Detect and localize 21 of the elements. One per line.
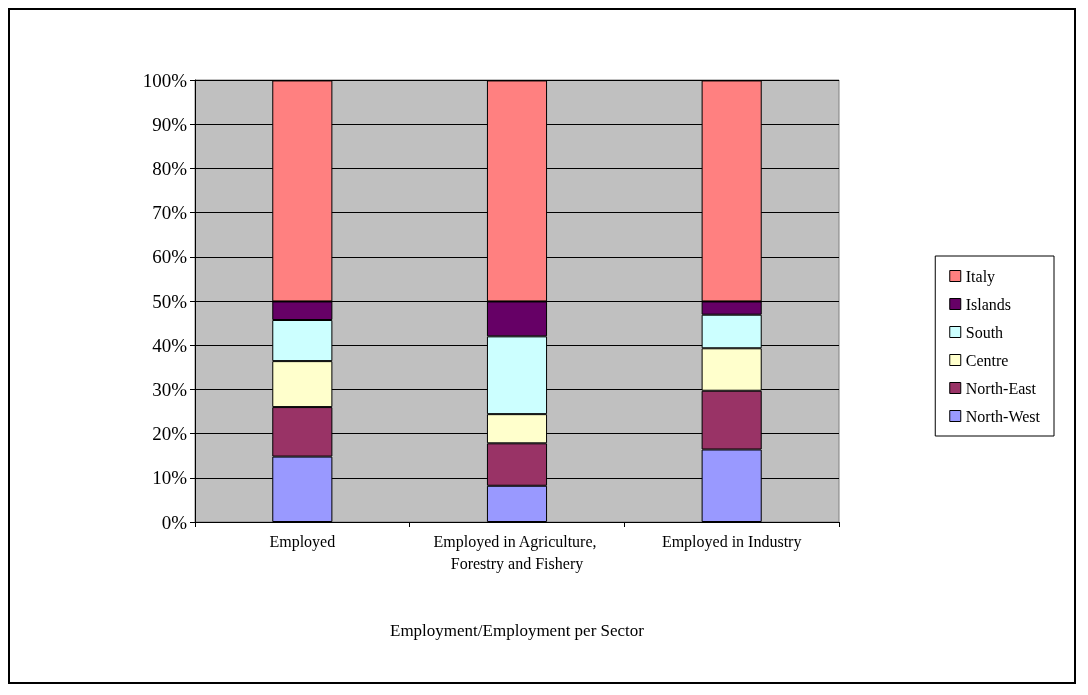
y-tick-label: 0%: [161, 511, 188, 533]
y-tick-label: 80%: [152, 157, 188, 179]
y-tick-label: 10%: [152, 467, 188, 489]
y-tick-label: 70%: [152, 202, 188, 224]
x-axis-title: Employment/Employment per Sector: [389, 621, 645, 640]
x-tick-label: Employed in Agriculture, Forestry and Fishery: [433, 532, 601, 573]
legend-label: South: [965, 323, 1004, 341]
x-tick-label: Employed: [269, 532, 336, 551]
legend-label: Centre: [965, 351, 1009, 369]
y-tick-label: 100%: [142, 69, 188, 91]
legend-label: Islands: [965, 295, 1012, 313]
y-tick-label: 50%: [152, 290, 188, 312]
legend-label: North-East: [965, 379, 1037, 397]
y-tick-label: 20%: [152, 423, 188, 445]
legend-label: Italy: [965, 267, 996, 286]
y-tick-label: 40%: [152, 334, 188, 356]
y-tick-label: 30%: [152, 378, 188, 400]
legend-label: North-West: [965, 407, 1041, 425]
y-tick-label: 90%: [152, 113, 188, 135]
y-tick-label: 60%: [152, 246, 188, 268]
x-tick-label: Employed in Industry: [661, 532, 802, 551]
